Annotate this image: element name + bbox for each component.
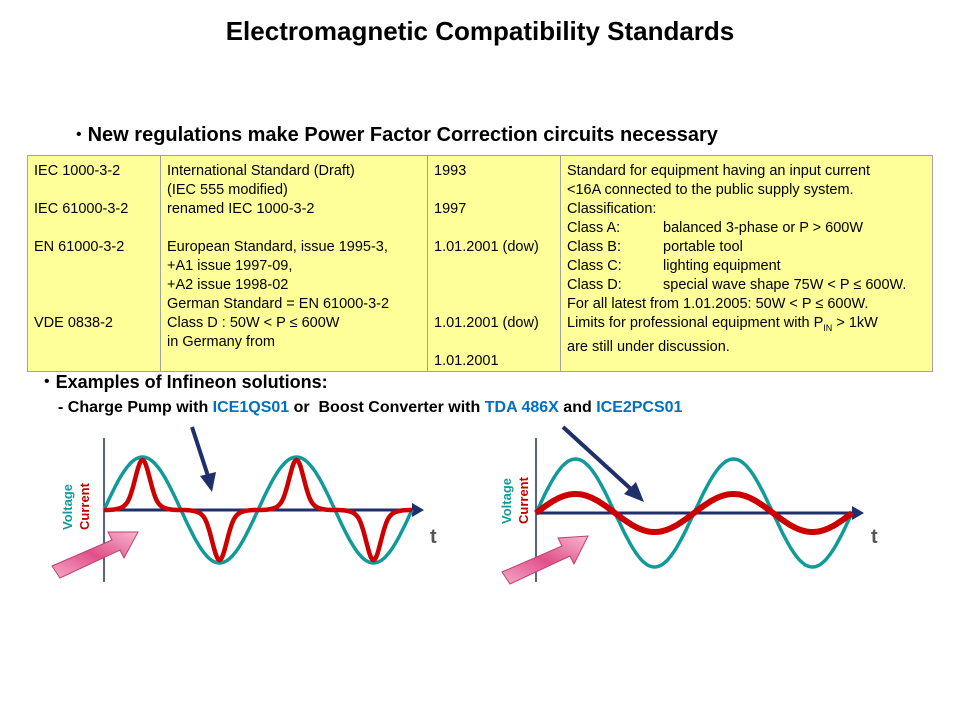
date-value: 1.01.2001 (dow): [434, 239, 539, 255]
bullet-examples: • Examples of Infineon solutions:: [44, 372, 328, 393]
description-line: renamed IEC 1000-3-2: [167, 201, 315, 217]
standards-description-cell: International Standard (Draft) (IEC 555 …: [160, 155, 428, 372]
right-pink-arrow-icon: [501, 535, 589, 585]
solutions-line: - Charge Pump with ICE1QS01 or Boost Con…: [58, 399, 682, 417]
description-line: Class D : 50W < P ≤ 600W: [167, 315, 340, 331]
standards-names-cell: IEC 1000-3-2 IEC 61000-3-2 EN 61000-3-2 …: [27, 155, 161, 372]
note-line: are still under discussion.: [567, 338, 730, 355]
note-text: > 1kW: [832, 315, 878, 331]
bullet-regulations-text: New regulations make Power Factor Correc…: [87, 124, 718, 146]
solutions-text: - Charge Pump with: [58, 399, 213, 416]
solutions-text: and: [558, 399, 597, 416]
note-line: Limits for professional equipment with P…: [567, 315, 878, 333]
class-value: lighting equipment: [663, 258, 781, 274]
subscript: IN: [823, 322, 833, 333]
note-line: Standard for equipment having an input c…: [567, 163, 871, 179]
slide-title: Electromagnetic Compatibility Standards: [225, 16, 735, 46]
time-label-right: t: [871, 526, 878, 548]
note-line: For all latest from 1.01.2005: 50W < P ≤…: [567, 296, 869, 312]
note-text: Limits for professional equipment with P: [567, 315, 824, 331]
standard-name: IEC 61000-3-2: [34, 201, 129, 217]
product-ice2pcs01: ICE2PCS01: [596, 399, 683, 416]
date-value: 1997: [434, 201, 467, 217]
description-line: +A2 issue 1998-02: [167, 277, 289, 293]
date-value: 1.01.2001: [434, 353, 499, 369]
left-current-wave: [104, 457, 412, 563]
bullet-dot-icon: •: [76, 126, 82, 143]
time-label-left: t: [430, 526, 437, 548]
right-x-axis-arrow-icon: [852, 506, 864, 520]
standard-name: VDE 0838-2: [34, 315, 113, 331]
class-value: balanced 3-phase or P > 600W: [663, 220, 864, 236]
description-line: +A1 issue 1997-09,: [167, 258, 293, 274]
standards-notes-cell: Standard for equipment having an input c…: [560, 155, 933, 372]
solutions-text: or Boost Converter with: [289, 399, 485, 416]
left-pink-arrow-icon: [51, 531, 139, 579]
bullet-regulations: • New regulations make Power Factor Corre…: [76, 124, 718, 147]
description-line: German Standard = EN 61000-3-2: [167, 296, 390, 312]
class-key: Class B:: [567, 239, 621, 255]
product-ice1qs01: ICE1QS01: [212, 399, 290, 416]
left-pointer-arrow-icon: [190, 426, 211, 480]
standard-name: EN 61000-3-2: [34, 239, 125, 255]
class-key: Class D:: [567, 277, 622, 293]
description-line: International Standard (Draft): [167, 163, 355, 179]
table-row: IEC 1000-3-2 IEC 61000-3-2 EN 61000-3-2 …: [27, 155, 933, 372]
product-tda486x: TDA 486X: [484, 399, 559, 416]
standard-name: IEC 1000-3-2: [34, 163, 121, 179]
right-pointer-arrowhead-icon: [624, 482, 644, 502]
description-line: (IEC 555 modified): [167, 182, 288, 198]
description-line: in Germany from: [167, 334, 275, 350]
date-value: 1.01.2001 (dow): [434, 315, 539, 331]
bullet-examples-text: Examples of Infineon solutions:: [55, 372, 328, 392]
note-line: Classification:: [567, 201, 657, 217]
right-current-wave: [534, 491, 854, 535]
left-pointer-arrowhead-icon: [200, 472, 216, 492]
left-x-axis-arrow-icon: [412, 503, 424, 517]
class-key: Class A:: [567, 220, 621, 236]
standards-table: IEC 1000-3-2 IEC 61000-3-2 EN 61000-3-2 …: [27, 155, 933, 372]
right-pointer-arrow-icon: [561, 425, 634, 492]
class-value: special wave shape 75W < P ≤ 600W.: [663, 277, 907, 293]
description-line: European Standard, issue 1995-3,: [167, 239, 388, 255]
date-value: 1993: [434, 163, 467, 179]
class-value: portable tool: [663, 239, 743, 255]
note-line: <16A connected to the public supply syst…: [567, 182, 854, 198]
bullet-dot-icon: •: [44, 373, 50, 390]
class-key: Class C:: [567, 258, 622, 274]
